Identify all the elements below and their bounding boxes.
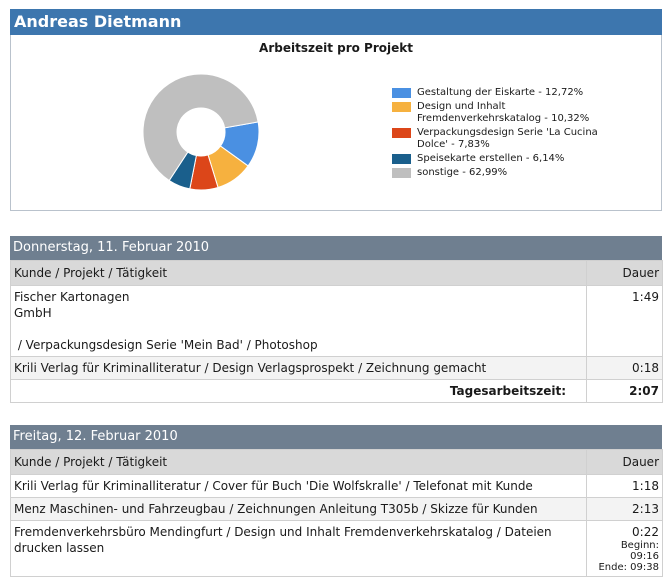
entry-description: Fremdenverkehrsbüro Mendingfurt / Design…	[10, 520, 587, 577]
legend-swatch	[392, 168, 411, 178]
chart-panel: Arbeitszeit pro Projekt Gestaltung der E…	[10, 35, 662, 211]
table-header-row: Kunde / Projekt / Tätigkeit Dauer	[10, 449, 663, 475]
table-row[interactable]: Krili Verlag für Kriminalliteratur / Cov…	[10, 474, 663, 498]
legend-swatch	[392, 128, 411, 138]
entry-duration: 1:18	[586, 474, 663, 498]
legend-label: Gestaltung der Eiskarte - 12,72%	[417, 87, 584, 98]
time-entries-table: Kunde / Projekt / Tätigkeit Dauer Krili …	[10, 449, 663, 577]
legend-item: Verpackungsdesign Serie 'La Cucina Dolce…	[392, 127, 622, 151]
legend-item: sonstige - 62,99%	[392, 167, 622, 179]
entry-description: Krili Verlag für Kriminalliteratur / Cov…	[10, 474, 587, 498]
legend-swatch	[392, 102, 411, 112]
day-total-label: Tagesarbeitszeit:	[10, 379, 587, 403]
legend-label: Speisekarte erstellen - 6,14%	[417, 153, 565, 164]
day-total-row: Tagesarbeitszeit: 2:07	[10, 379, 663, 403]
chart-title: Arbeitszeit pro Projekt	[259, 41, 413, 55]
entry-description: Fischer Kartonagen GmbH / Verpackungsdes…	[10, 285, 587, 357]
legend-label: sonstige - 62,99%	[417, 167, 508, 178]
legend-item: Speisekarte erstellen - 6,14%	[392, 153, 622, 165]
day-section-thursday: Donnerstag, 11. Februar 2010 Kunde / Pro…	[10, 236, 663, 403]
legend-item: Gestaltung der Eiskarte - 12,72%	[392, 87, 622, 99]
project-pie-chart	[142, 73, 260, 191]
column-header-duration: Dauer	[586, 260, 663, 286]
entry-duration: 1:49	[586, 285, 663, 357]
entry-duration: 2:13	[586, 497, 663, 521]
entry-client-cont: GmbH	[14, 306, 52, 320]
entry-project-task: / Verpackungsdesign Serie 'Mein Bad' / P…	[14, 338, 318, 352]
column-header-task: Kunde / Projekt / Tätigkeit	[10, 260, 587, 286]
chart-legend: Gestaltung der Eiskarte - 12,72% Design …	[392, 87, 622, 181]
column-header-duration: Dauer	[586, 449, 663, 475]
entry-duration-cell: 0:22 Beginn: 09:16 Ende: 09:38	[586, 520, 663, 577]
legend-item: Design und Inhalt Fremdenverkehrskatalog…	[392, 101, 622, 125]
table-row[interactable]: Krili Verlag für Kriminalliteratur / Des…	[10, 356, 663, 380]
entry-description: Krili Verlag für Kriminalliteratur / Des…	[10, 356, 587, 380]
entry-client: Fischer Kartonagen	[14, 290, 130, 304]
table-row[interactable]: Fremdenverkehrsbüro Mendingfurt / Design…	[10, 520, 663, 577]
day-header: Donnerstag, 11. Februar 2010	[10, 236, 662, 260]
entry-begin-time: Beginn: 09:16	[620, 540, 659, 562]
table-header-row: Kunde / Projekt / Tätigkeit Dauer	[10, 260, 663, 286]
legend-swatch	[392, 88, 411, 98]
entry-spacer	[14, 321, 583, 337]
legend-swatch	[392, 154, 411, 164]
legend-label: Design und Inhalt Fremdenverkehrskatalog…	[417, 101, 590, 124]
day-total-value: 2:07	[586, 379, 663, 403]
table-row[interactable]: Fischer Kartonagen GmbH / Verpackungsdes…	[10, 285, 663, 357]
time-entries-table: Kunde / Projekt / Tätigkeit Dauer Fische…	[10, 260, 663, 403]
pie-slice	[142, 73, 259, 182]
entry-duration: 0:22	[632, 525, 659, 539]
entry-end-time: Ende: 09:38	[598, 562, 659, 573]
day-section-friday: Freitag, 12. Februar 2010 Kunde / Projek…	[10, 425, 663, 577]
day-header: Freitag, 12. Februar 2010	[10, 425, 662, 449]
legend-label: Verpackungsdesign Serie 'La Cucina Dolce…	[417, 127, 598, 150]
column-header-task: Kunde / Projekt / Tätigkeit	[10, 449, 587, 475]
entry-description: Menz Maschinen- und Fahrzeugbau / Zeichn…	[10, 497, 587, 521]
user-name-header: Andreas Dietmann	[10, 9, 662, 35]
table-row[interactable]: Menz Maschinen- und Fahrzeugbau / Zeichn…	[10, 497, 663, 521]
entry-duration: 0:18	[586, 356, 663, 380]
